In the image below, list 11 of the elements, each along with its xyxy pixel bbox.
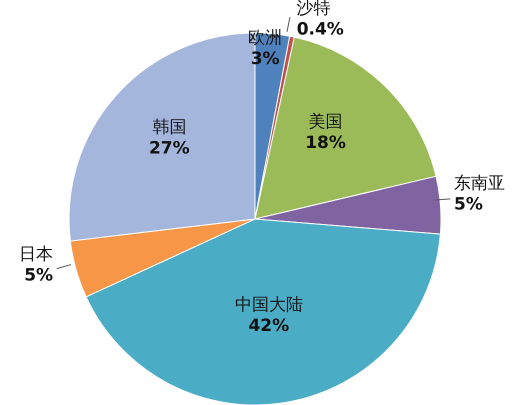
data-label: 42% <box>248 316 290 336</box>
slice-label: 日本 <box>19 244 54 265</box>
data-label: 5% <box>454 194 483 215</box>
slice-label: 东南亚 <box>454 174 506 194</box>
slice-label: 中国大陆 <box>234 295 303 316</box>
slice-label: 韩国 <box>152 117 186 138</box>
data-label: 0.4% <box>296 19 344 40</box>
data-label: 5% <box>24 266 54 286</box>
data-label: 18% <box>305 133 346 154</box>
slice-label: 美国 <box>308 112 343 132</box>
data-label: 27% <box>148 138 190 158</box>
